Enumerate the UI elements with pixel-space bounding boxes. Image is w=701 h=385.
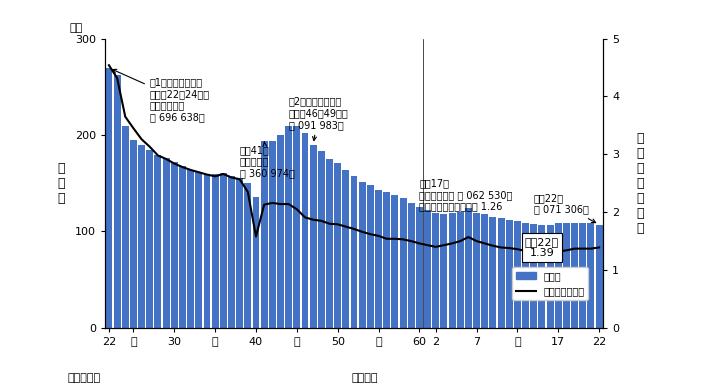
Y-axis label: 合
計
特
殊
出
生
率: 合 計 特 殊 出 生 率 xyxy=(637,132,644,235)
Bar xyxy=(236,178,243,328)
Text: 昭和41年
ひのえうま
１ 360 974人: 昭和41年 ひのえうま １ 360 974人 xyxy=(240,142,294,178)
Bar xyxy=(114,75,121,328)
Bar xyxy=(130,140,137,328)
Bar xyxy=(163,158,170,328)
Bar xyxy=(465,209,472,328)
Text: 平成22年
1.39: 平成22年 1.39 xyxy=(525,237,559,258)
Bar xyxy=(228,176,235,328)
Text: 第2次ベビーブーム
（昭和46～49年）
２ 091 983人: 第2次ベビーブーム （昭和46～49年） ２ 091 983人 xyxy=(289,97,348,141)
Bar xyxy=(489,217,496,328)
Bar xyxy=(203,174,210,328)
Bar xyxy=(473,213,480,328)
Text: 平成17年
最低の出生数 １ 062 530人
最低の合計特殊出生率 1.26: 平成17年 最低の出生数 １ 062 530人 最低の合計特殊出生率 1.26 xyxy=(419,178,512,212)
Bar xyxy=(293,126,300,328)
Bar xyxy=(196,172,203,328)
Bar xyxy=(416,207,423,328)
Text: 昭和･･年: 昭和･･年 xyxy=(67,373,101,383)
Bar xyxy=(179,166,186,328)
Bar xyxy=(498,218,505,328)
Bar xyxy=(301,133,308,328)
Bar xyxy=(424,210,431,328)
Bar xyxy=(122,126,129,328)
Bar xyxy=(245,183,251,328)
Text: 平成22年
１ 071 306人: 平成22年 １ 071 306人 xyxy=(533,193,596,223)
Bar xyxy=(138,145,145,328)
Bar xyxy=(334,163,341,328)
Text: 万人: 万人 xyxy=(70,23,83,33)
Bar xyxy=(367,185,374,328)
Bar xyxy=(408,203,415,328)
Bar xyxy=(147,150,154,328)
Bar xyxy=(359,182,366,328)
Text: 平成　年: 平成 年 xyxy=(351,373,378,383)
Bar xyxy=(563,223,570,328)
Bar xyxy=(514,221,521,328)
Bar xyxy=(171,162,178,328)
Bar xyxy=(579,223,586,328)
Y-axis label: 出
生
数: 出 生 数 xyxy=(57,162,64,205)
Bar xyxy=(105,68,112,328)
Bar xyxy=(440,214,447,328)
Bar xyxy=(326,159,333,328)
Bar xyxy=(375,190,382,328)
Bar xyxy=(449,213,456,328)
Bar xyxy=(457,212,463,328)
Bar xyxy=(342,169,349,328)
Bar xyxy=(530,224,537,328)
Bar xyxy=(506,220,512,328)
Text: 第1次ベビーブーム
（昭和22～24年）
最高の出生数
２ 696 638人: 第1次ベビーブーム （昭和22～24年） 最高の出生数 ２ 696 638人 xyxy=(113,69,210,122)
Bar xyxy=(391,195,398,328)
Bar xyxy=(522,223,529,328)
Bar xyxy=(350,176,358,328)
Bar xyxy=(261,141,268,328)
Bar xyxy=(220,173,227,328)
Bar xyxy=(433,213,440,328)
Bar xyxy=(383,192,390,328)
Bar xyxy=(547,226,554,328)
Bar xyxy=(596,224,603,328)
Bar xyxy=(554,223,562,328)
Bar xyxy=(400,198,407,328)
Bar xyxy=(277,135,284,328)
Bar xyxy=(285,126,292,328)
Bar xyxy=(571,223,578,328)
Bar xyxy=(318,151,325,328)
Bar xyxy=(310,144,317,328)
Bar xyxy=(538,226,545,328)
Legend: 出生数, 合計特殊出生率: 出生数, 合計特殊出生率 xyxy=(512,267,588,300)
Bar xyxy=(154,155,161,328)
Bar xyxy=(187,170,194,328)
Bar xyxy=(482,214,488,328)
Bar xyxy=(269,141,275,328)
Bar xyxy=(587,223,594,328)
Bar xyxy=(252,197,259,328)
Bar xyxy=(212,174,219,328)
